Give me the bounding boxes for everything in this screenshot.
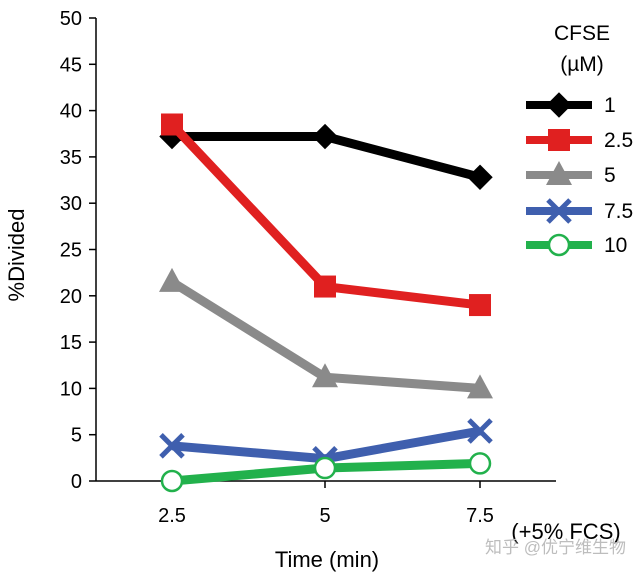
data-point-10-2 xyxy=(468,452,492,475)
legend-title-line2: (µM) xyxy=(560,53,604,76)
legend-label-1: 1 xyxy=(604,94,616,117)
legend-marker-1 xyxy=(546,92,572,118)
y-tick-label-35: 35 xyxy=(60,147,82,169)
y-tick-label-0: 0 xyxy=(71,471,82,493)
y-tick-label-10: 10 xyxy=(60,378,82,400)
series-layer xyxy=(159,113,493,493)
data-point-5-1 xyxy=(312,363,338,388)
x-axis-extra-label: (+5% FCS) xyxy=(511,519,620,544)
y-tick-label-20: 20 xyxy=(60,286,82,308)
data-point-1-1 xyxy=(312,123,338,150)
data-point-7.5-0 xyxy=(159,433,185,459)
data-point-1-2 xyxy=(467,164,493,190)
legend-marker-2.5 xyxy=(548,129,570,151)
legend-label-7.5: 7.5 xyxy=(604,200,633,223)
data-point-2.5-2 xyxy=(469,294,491,317)
legend-marker-10 xyxy=(547,233,571,257)
legend-item-5: 5 xyxy=(526,161,616,187)
series-5 xyxy=(159,267,493,399)
legend-item-10: 10 xyxy=(526,233,627,257)
series-10 xyxy=(160,452,492,493)
data-point-2.5-1 xyxy=(314,275,336,298)
data-point-10-1 xyxy=(313,456,337,480)
legend-item-7.5: 7.5 xyxy=(526,198,633,224)
legend-label-2.5: 2.5 xyxy=(604,129,633,152)
legend-label-5: 5 xyxy=(604,164,616,187)
legend-title-line1: CFSE xyxy=(554,22,610,45)
legend-item-2.5: 2.5 xyxy=(526,129,633,152)
y-tick-label-5: 5 xyxy=(71,425,82,447)
data-point-7.5-2-stroke-b xyxy=(467,418,493,444)
x-tick-label-1: 5 xyxy=(319,505,330,527)
data-point-7.5-0-stroke-b xyxy=(159,433,185,459)
y-tick-label-15: 15 xyxy=(60,332,82,354)
legend-marker-7.5-stroke-b xyxy=(546,198,572,224)
legend-marker-5 xyxy=(546,161,572,185)
legend: 1 2.5 5 7.5 10 xyxy=(526,92,633,257)
series-2.5 xyxy=(161,113,491,317)
legend-label-10: 10 xyxy=(604,234,627,257)
y-tick-label-25: 25 xyxy=(60,240,82,262)
y-tick-label-50: 50 xyxy=(60,8,82,30)
series-1 xyxy=(159,123,493,190)
axes: 0 5 10 15 20 25 30 35 40 45 50 2.5 5 7.5 xyxy=(60,8,556,527)
x-tick-label-2: 7.5 xyxy=(466,505,494,527)
x-axis-title: Time (min) xyxy=(275,547,379,572)
y-tick-label-45: 45 xyxy=(60,54,82,76)
y-tick-label-40: 40 xyxy=(60,101,82,123)
y-axis-title: %Divided xyxy=(4,209,29,302)
x-tick-label-0: 2.5 xyxy=(158,505,186,527)
data-point-2.5-0 xyxy=(161,113,183,136)
data-point-5-2 xyxy=(467,374,493,399)
data-point-5-0 xyxy=(159,267,185,292)
legend-item-1: 1 xyxy=(526,92,616,118)
watermark: 知乎 @优宁维生物 xyxy=(485,538,626,557)
y-tick-label-30: 30 xyxy=(60,193,82,215)
data-point-10-0 xyxy=(160,469,184,493)
legend-marker-7.5 xyxy=(546,198,572,224)
data-point-7.5-2 xyxy=(467,418,493,444)
